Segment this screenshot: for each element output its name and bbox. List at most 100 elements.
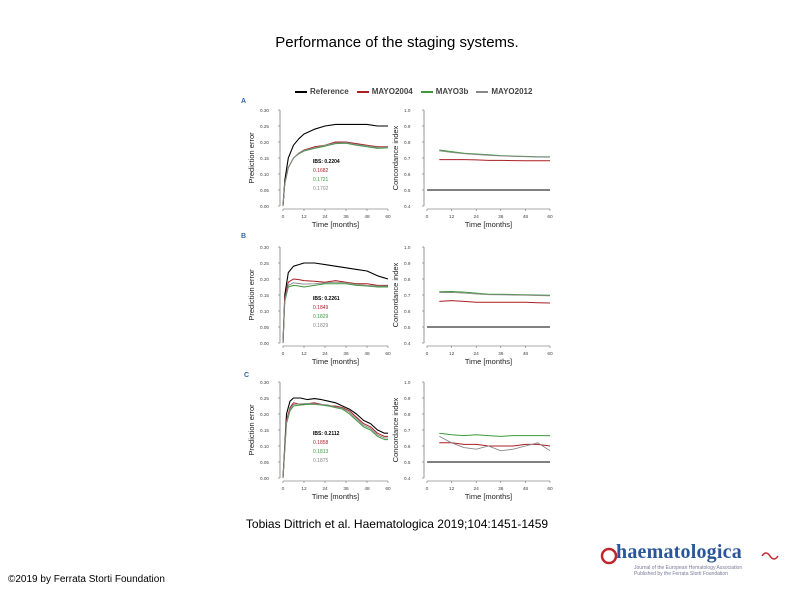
chart-a-error-series-reference <box>282 123 388 207</box>
chart-a-cindex-x-tick-label: 36 <box>498 214 504 220</box>
chart-c-error-x-tick-label: 24 <box>322 486 328 492</box>
chart-c-error-y-tick-label: 0.30 <box>260 380 269 385</box>
chart-a-cindex-x-tick-label: 12 <box>449 214 455 220</box>
chart-a-error-x-tick-label: 12 <box>301 214 307 220</box>
citation: Tobias Dittrich et al. Haematologica 201… <box>245 517 549 531</box>
panel-label-a: A <box>241 98 247 105</box>
chart-c-error-x-axis-label: Time [months] <box>312 492 359 501</box>
chart-c-error-ibs-label: 0.1858 <box>313 440 329 446</box>
chart-c-cindex-y-axis-label: Concordance index <box>391 397 400 462</box>
legend-item-reference: Reference <box>295 87 349 96</box>
chart-c-error-y-tick-label: 0.15 <box>260 428 269 433</box>
chart-c-error-x-tick-label: 12 <box>301 486 307 492</box>
chart-a-cindex-y-tick-label: 0.6 <box>404 172 411 177</box>
chart-c-error-y-axis-label: Prediction error <box>247 404 256 456</box>
chart-c-cindex-y-tick-label: 1.0 <box>404 380 411 385</box>
chart-b-cindex-y-tick-label: 0.9 <box>404 261 411 266</box>
logo-subtitle: Journal of the European Hematology Assoc… <box>634 565 784 577</box>
copyright: ©2019 by Ferrata Storti Foundation <box>8 574 165 585</box>
chart-b-cindex-y-tick-label: 0.6 <box>404 309 411 314</box>
chart-a-error-y-tick-label: 0.10 <box>260 172 269 177</box>
chart-b-cindex-x-tick-label: 12 <box>449 351 455 357</box>
chart-c-cindex-y-tick-label: 0.6 <box>404 444 411 449</box>
legend-swatch-mayo2012 <box>476 90 489 93</box>
legend-item-mayo2004: MAYO2004 <box>356 87 413 96</box>
legend-label-reference: Reference <box>310 87 349 96</box>
chart-legend: Reference MAYO2004 MAYO3b MAYO2012 <box>295 87 532 96</box>
chart-c-cindex-y-tick-label: 0.4 <box>404 476 411 481</box>
legend-item-mayo3b: MAYO3b <box>420 87 469 96</box>
chart-b-cindex-y-tick-label: 0.4 <box>404 341 411 346</box>
logo-text: haematologica <box>616 541 742 563</box>
legend-swatch-mayo2004 <box>356 90 369 93</box>
chart-c-cindex-x-tick-label: 60 <box>547 486 553 492</box>
chart-c-error-ibs-label: 0.1813 <box>313 449 329 455</box>
chart-a-cindex-x-tick-label: 24 <box>474 214 480 220</box>
chart-c-error-x-tick-label: 60 <box>385 486 391 492</box>
legend-swatch-reference <box>295 90 307 93</box>
chart-a-error-y-tick-label: 0.20 <box>260 140 269 145</box>
slide-title: Performance of the staging systems. <box>275 34 519 51</box>
chart-b-error-y-tick-label: 0.25 <box>260 261 269 266</box>
logo-subtitle-line2: Published by the Ferrata Storti Foundati… <box>634 571 728 577</box>
chart-a-cindex-y-tick-label: 0.9 <box>404 124 411 129</box>
chart-a-error-x-axis-label: Time [months] <box>312 220 359 229</box>
chart-b-cindex-y-tick-label: 0.5 <box>404 325 411 330</box>
chart-b-error-y-axis-label: Prediction error <box>247 269 256 321</box>
chart-a-error-y-axis-label: Prediction error <box>247 132 256 184</box>
logo-emblem-icon <box>600 547 618 565</box>
chart-a-cindex-y-tick-label: 0.8 <box>404 140 411 145</box>
logo-subtitle-line1: Journal of the European Hematology Assoc… <box>634 565 743 571</box>
legend-label-mayo2012: MAYO2012 <box>491 87 533 96</box>
chart-b-error-series-mayo3b <box>282 283 388 344</box>
chart-a-cindex-x-tick-label: 0 <box>426 214 429 220</box>
chart-b-cindex-series-mayo3b <box>439 291 551 296</box>
chart-b-cindex-y-tick-label: 1.0 <box>404 245 411 250</box>
chart-a-cindex-x-axis-label: Time [months] <box>465 220 512 229</box>
chart-c-cindex-x-tick-label: 12 <box>449 486 455 492</box>
legend-item-mayo2012: MAYO2012 <box>476 87 532 96</box>
chart-b-cindex-y-tick-label: 0.8 <box>404 277 411 282</box>
chart-b-cindex-x-tick-label: 0 <box>426 351 429 357</box>
chart-c-error-series-mayo2012 <box>282 402 388 479</box>
legend-label-mayo2004: MAYO2004 <box>371 87 413 96</box>
chart-c-cindex-x-axis-label: Time [months] <box>465 492 512 501</box>
chart-b-error-x-tick-label: 0 <box>282 351 285 357</box>
chart-a-cindex-x-tick-label: 60 <box>547 214 553 220</box>
chart-a-cindex-x-tick-label: 48 <box>523 214 529 220</box>
chart-a-cindex-y-tick-label: 0.7 <box>404 156 411 161</box>
chart-c-cindex-y-tick-label: 0.9 <box>404 396 411 401</box>
chart-c-error-y-tick-label: 0.20 <box>260 412 269 417</box>
chart-c-cindex-x-tick-label: 36 <box>498 486 504 492</box>
chart-a-error-y-tick-label: 0.30 <box>260 108 269 113</box>
chart-b-error-y-tick-label: 0.10 <box>260 309 269 314</box>
chart-c-cindex-y-tick-label: 0.5 <box>404 460 411 465</box>
legend-label-mayo3b: MAYO3b <box>435 87 469 96</box>
chart-c-cindex-x-tick-label: 0 <box>426 486 429 492</box>
chart-c-cindex-y-tick-label: 0.8 <box>404 412 411 417</box>
chart-a-error-y-tick-label: 0.00 <box>260 204 269 209</box>
panel-label-c: C <box>244 372 250 379</box>
chart-b-error-ibs-label: 0.1829 <box>313 323 329 329</box>
chart-b-error-y-tick-label: 0.05 <box>260 325 269 330</box>
chart-c-error-series-reference <box>282 397 388 479</box>
chart-c-cindex-y-tick-label: 0.7 <box>404 428 411 433</box>
chart-b-error-ibs-label: IBS: 0.2261 <box>313 296 340 302</box>
chart-a-cindex-y-tick-label: 0.4 <box>404 204 411 209</box>
chart-b-error-ibs-label: 0.1849 <box>313 305 329 311</box>
chart-b-cindex-y-axis-label: Concordance index <box>391 262 400 327</box>
chart-b-error-x-axis-label: Time [months] <box>312 357 359 366</box>
chart-b-cindex-x-axis-label: Time [months] <box>465 357 512 366</box>
chart-b-cindex-x-tick-label: 24 <box>474 351 480 357</box>
chart-b-error-x-tick-label: 36 <box>343 351 349 357</box>
chart-a-error-series-mayo2004 <box>282 141 388 207</box>
chart-b-error-series-reference <box>282 262 389 344</box>
chart-b-cindex-series-mayo2004 <box>439 300 551 304</box>
journal-logo: haematologica Journal of the European He… <box>600 541 784 583</box>
chart-c-error-y-tick-label: 0.10 <box>260 444 269 449</box>
chart-a-error-y-tick-label: 0.15 <box>260 156 269 161</box>
chart-b-cindex-x-tick-label: 36 <box>498 351 504 357</box>
chart-c-cindex-x-tick-label: 24 <box>474 486 480 492</box>
legend-swatch-mayo3b <box>420 90 433 93</box>
